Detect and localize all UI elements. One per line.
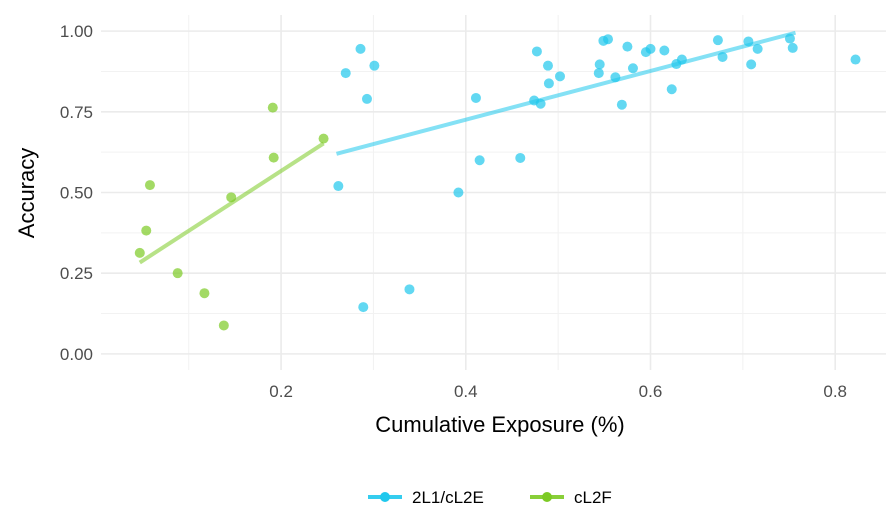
data-point [743,36,754,47]
x-axis-title: Cumulative Exposure (%) [375,412,624,437]
data-point [659,45,670,56]
data-points [134,33,861,331]
data-point [226,192,237,203]
data-point [141,225,152,236]
data-point [787,42,798,53]
legend-key-point [380,492,390,502]
y-tick-label: 1.00 [60,22,93,41]
data-point [340,68,351,79]
data-point [594,59,605,70]
legend-key-point [542,492,552,502]
legend-label: cL2F [574,488,612,507]
x-tick-label: 0.4 [454,382,478,401]
data-point [645,43,656,54]
y-tick-label: 0.00 [60,345,93,364]
legend-label: 2L1/cL2E [412,488,484,507]
data-point [369,60,380,71]
data-point [610,72,621,83]
data-point [318,133,329,144]
y-tick-label: 0.25 [60,264,93,283]
x-axis-ticks: 0.2 0.4 0.6 0.8 [269,382,847,401]
data-point [358,302,369,313]
trend-line [138,141,325,265]
data-point [542,60,553,71]
data-point [535,98,546,109]
data-point [199,288,210,299]
data-point [134,247,145,258]
data-point [717,51,728,62]
y-axis-ticks: 0.00 0.25 0.50 0.75 1.00 [60,22,93,364]
data-point [172,268,183,279]
data-point [474,155,485,166]
data-point [333,181,344,192]
data-point [850,54,861,65]
data-point [543,78,554,89]
data-point [361,93,372,104]
x-tick-label: 0.2 [269,382,293,401]
legend: 2L1/cL2E cL2F [368,488,612,507]
data-point [268,152,279,163]
data-point [627,63,638,74]
data-point [453,187,464,198]
trend-lines [138,30,797,265]
data-point [355,43,366,54]
data-point [470,92,481,103]
data-point [218,320,229,331]
data-point [531,46,542,57]
data-point [144,180,155,191]
y-tick-label: 0.50 [60,184,93,203]
x-tick-label: 0.8 [823,382,847,401]
data-point [622,41,633,52]
data-point [603,34,614,45]
data-point [746,59,757,70]
y-axis-title: Accuracy [14,148,39,238]
grid-major [101,15,886,370]
data-point [784,33,795,44]
data-point [712,35,723,46]
y-tick-label: 0.75 [60,103,93,122]
x-tick-label: 0.6 [639,382,663,401]
data-point [593,68,604,79]
data-point [267,102,278,113]
data-point [676,54,687,65]
data-point [666,84,677,95]
data-point [554,71,565,82]
data-point [404,284,415,295]
data-point [616,99,627,110]
data-point [515,152,526,163]
data-point [752,43,763,54]
trend-line [335,30,797,156]
